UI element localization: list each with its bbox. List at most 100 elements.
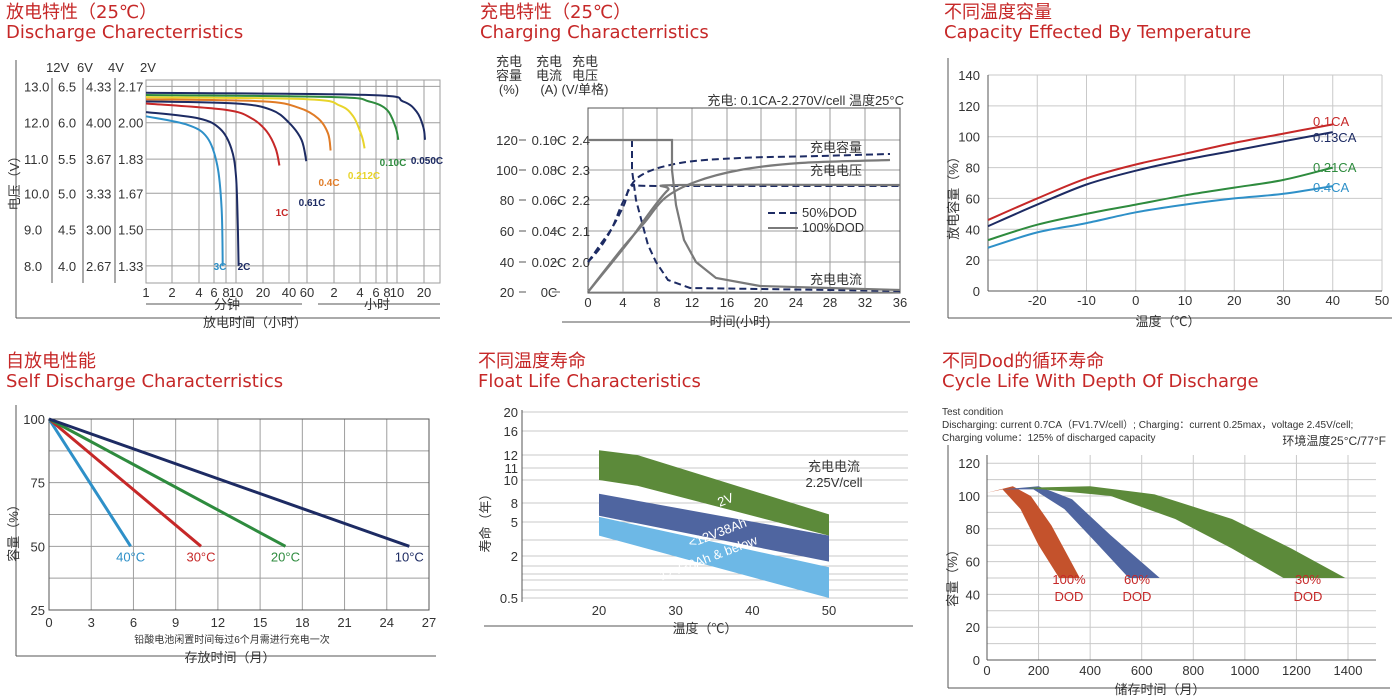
y-tick-label: 80 [966,522,980,537]
y-axis-label: 容量（%） [6,498,21,562]
capacity-temp-title: Capacity Effected By Temperature [944,22,1252,43]
x-tick-label: 12 [685,295,699,310]
series-label: 1C [276,208,289,219]
storage-note: 铅酸电池闲置时间每过6个月需进行充电一次 [134,633,330,646]
float-note: 充电电流 [808,459,860,474]
discharge-curve-1C [145,102,281,166]
series-label: 0.61C [299,198,326,209]
y-tick-label: 40 [966,222,980,237]
x-tick-label: 200 [1028,663,1050,678]
voltage-tick: 3.00 [86,223,111,238]
cycle-life-title-cn: 不同Dod的循环寿命 [942,351,1105,372]
y-tick-label: 2.1 [572,224,590,239]
test-condition-line: Charging volume：125% of discharged capac… [942,433,1155,444]
cycle-band-30% DOD [1025,486,1346,578]
voltage-tick: 2.17 [118,79,143,94]
self-discharge-line-30°C [48,417,202,548]
voltage-tick: 4.33 [86,79,111,94]
x-tick-label: 15 [253,615,267,630]
y-tick-label: 0C [541,285,558,300]
float-band-2V [599,450,829,536]
x-tick-label: 18 [295,615,309,630]
x-axis-label: 存放时间（月） [184,650,275,665]
band-label: 100% [1052,572,1086,587]
y-tick-label: 2.0 [572,255,590,270]
voltage-tick: 5.5 [58,152,76,167]
x-tick-label: 36 [893,295,907,310]
y-tick-label: 60 [500,224,514,239]
y-tick-label: 20 [504,405,518,420]
y-axis-label: 电压（V） [7,150,22,211]
band-label: DOD [1294,589,1323,604]
discharge-title: Discharge Charecterristics [6,22,244,43]
charging-title: Charging Characterristics [480,22,709,43]
series-label: 20°C [271,549,300,564]
y-tick-label: 0.10C [532,133,567,148]
x-tick-label: 1200 [1282,663,1311,678]
y-tick-label: 80 [966,161,980,176]
voltage-tick: 3.33 [86,186,111,201]
y-tick-label: 10 [504,473,518,488]
y-tick-label: 120 [958,456,980,471]
x-tick-label: 60 [300,285,314,300]
x-tick-label: 9 [172,615,179,630]
discharge-curve-0.10C [145,94,400,141]
plot-border [587,107,901,294]
x-tick-label: 12 [211,615,225,630]
x-tick-label: 2 [330,285,337,300]
voltage-header: 12V [46,60,69,75]
y-tick-label: 2.2 [572,193,590,208]
band-label: DOD [1123,589,1152,604]
discharge-title-cn: 放电特性（25℃） [6,2,158,23]
x-tick-label: -10 [1077,293,1096,308]
y-tick-label: 120 [496,133,518,148]
y-tick-label: 80 [500,193,514,208]
voltage-tick: 8.0 [24,259,42,274]
x-tick-label: 28 [823,295,837,310]
self-discharge-title-cn: 自放电性能 [6,351,96,372]
y-tick-label: 60 [966,555,980,570]
x-tick-label: 1400 [1334,663,1363,678]
band-label: 2V [715,490,736,510]
y-tick-label: 100 [496,163,518,178]
series-label: 0.10C [380,158,407,169]
y-column-header: 充电 [572,54,598,69]
y-tick-label: 75 [31,476,45,491]
series-label: 30°C [186,549,215,564]
legend-100dod-label: 100%DOD [802,220,864,235]
x-tick-label: 16 [720,295,734,310]
voltage-tick: 4.0 [58,259,76,274]
series-label: 40°C [116,549,145,564]
y-column-header: (A) [540,82,557,97]
band-label: DOD [1055,589,1084,604]
y-tick-label: 25 [31,603,45,618]
float-band-12V38Ah & below [599,516,829,598]
voltage-tick: 1.33 [118,259,143,274]
ambient-temperature: 环境温度25°C/77°F [1282,433,1386,448]
y-tick-label: 11 [505,461,519,476]
voltage-header: 6V [77,60,93,75]
voltage-tick: 4.5 [58,223,76,238]
y-axis-label: 放电容量（%） [946,150,961,240]
y-column-header: (V/单格) [562,82,609,97]
y-tick-label: 0.04C [532,224,567,239]
y-tick-label: 50 [31,539,45,554]
x-tick-label: 32 [858,295,872,310]
curve-label: 充电容量 [810,140,862,155]
y-column-header: 充电 [496,54,522,69]
x-tick-label: 24 [380,615,394,630]
y-tick-label: 100 [23,412,45,427]
x-group-minutes: 分钟 [214,297,240,312]
y-tick-label: 100 [958,489,980,504]
temp-curve-0.4CA [987,185,1333,249]
series-label: 0.212C [348,171,380,182]
x-tick-label: 0 [45,615,52,630]
voltage-header: 2V [140,60,156,75]
y-column-header: 容量 [496,68,522,83]
y-tick-label: 2.4 [572,133,590,148]
plot-border [48,418,430,611]
capacity-50dod [587,153,891,263]
